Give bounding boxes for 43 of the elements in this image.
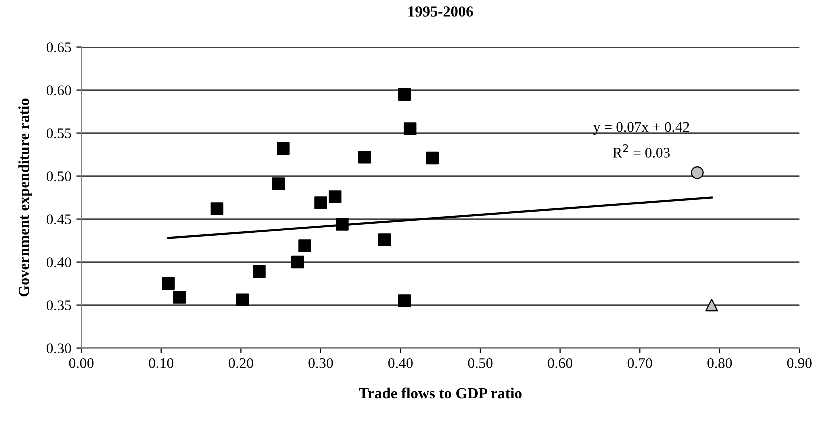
point	[298, 240, 312, 252]
point	[236, 294, 250, 307]
annotation: R$^{2}$ = 0.03	[613, 144, 670, 158]
y-tick-label: 0.40	[46, 258, 72, 268]
x-axis-title: Trade flows to GDP ratio	[359, 388, 522, 399]
point	[253, 265, 266, 278]
x-tick-label: 0.40	[388, 358, 413, 368]
point	[691, 166, 704, 180]
x-tick-label: 0.50	[468, 358, 493, 368]
point	[398, 88, 412, 101]
x-tick-label: 0.20	[228, 358, 254, 368]
point	[272, 178, 286, 190]
point	[336, 218, 349, 231]
point	[314, 196, 328, 210]
y-tick-label: 0.65	[46, 42, 72, 53]
x-tick-label: 0.90	[787, 358, 812, 368]
point	[291, 256, 304, 269]
y-axis-title: Government expenditure ratio	[18, 98, 32, 297]
point	[277, 142, 290, 156]
x-tick-label: 0.70	[628, 358, 652, 368]
point	[706, 298, 718, 312]
point	[210, 202, 224, 216]
annotation: y = 0.07x + 0.42	[594, 122, 690, 136]
x-tick-label: 0.60	[548, 358, 573, 368]
x-tick-label: 0.10	[149, 358, 174, 368]
point	[328, 190, 342, 204]
chart-title: 1995-2006	[408, 6, 474, 17]
point	[162, 277, 175, 290]
point	[426, 152, 440, 165]
point	[398, 294, 412, 308]
y-tick-label: 0.35	[46, 300, 72, 311]
x-tick-label: 0.30	[308, 358, 334, 368]
y-tick-label: 0.45	[46, 214, 72, 225]
y-tick-label: 0.50	[46, 172, 72, 182]
x-tick-label: 0.00	[69, 358, 94, 368]
y-tick-label: 0.55	[46, 128, 72, 139]
point	[378, 234, 392, 246]
point	[173, 291, 186, 304]
y-tick-label: 0.30	[46, 344, 72, 354]
point	[404, 122, 417, 136]
x-tick-label: 0.80	[708, 358, 732, 368]
point	[358, 151, 372, 164]
y-tick-label: 0.60	[46, 86, 72, 96]
